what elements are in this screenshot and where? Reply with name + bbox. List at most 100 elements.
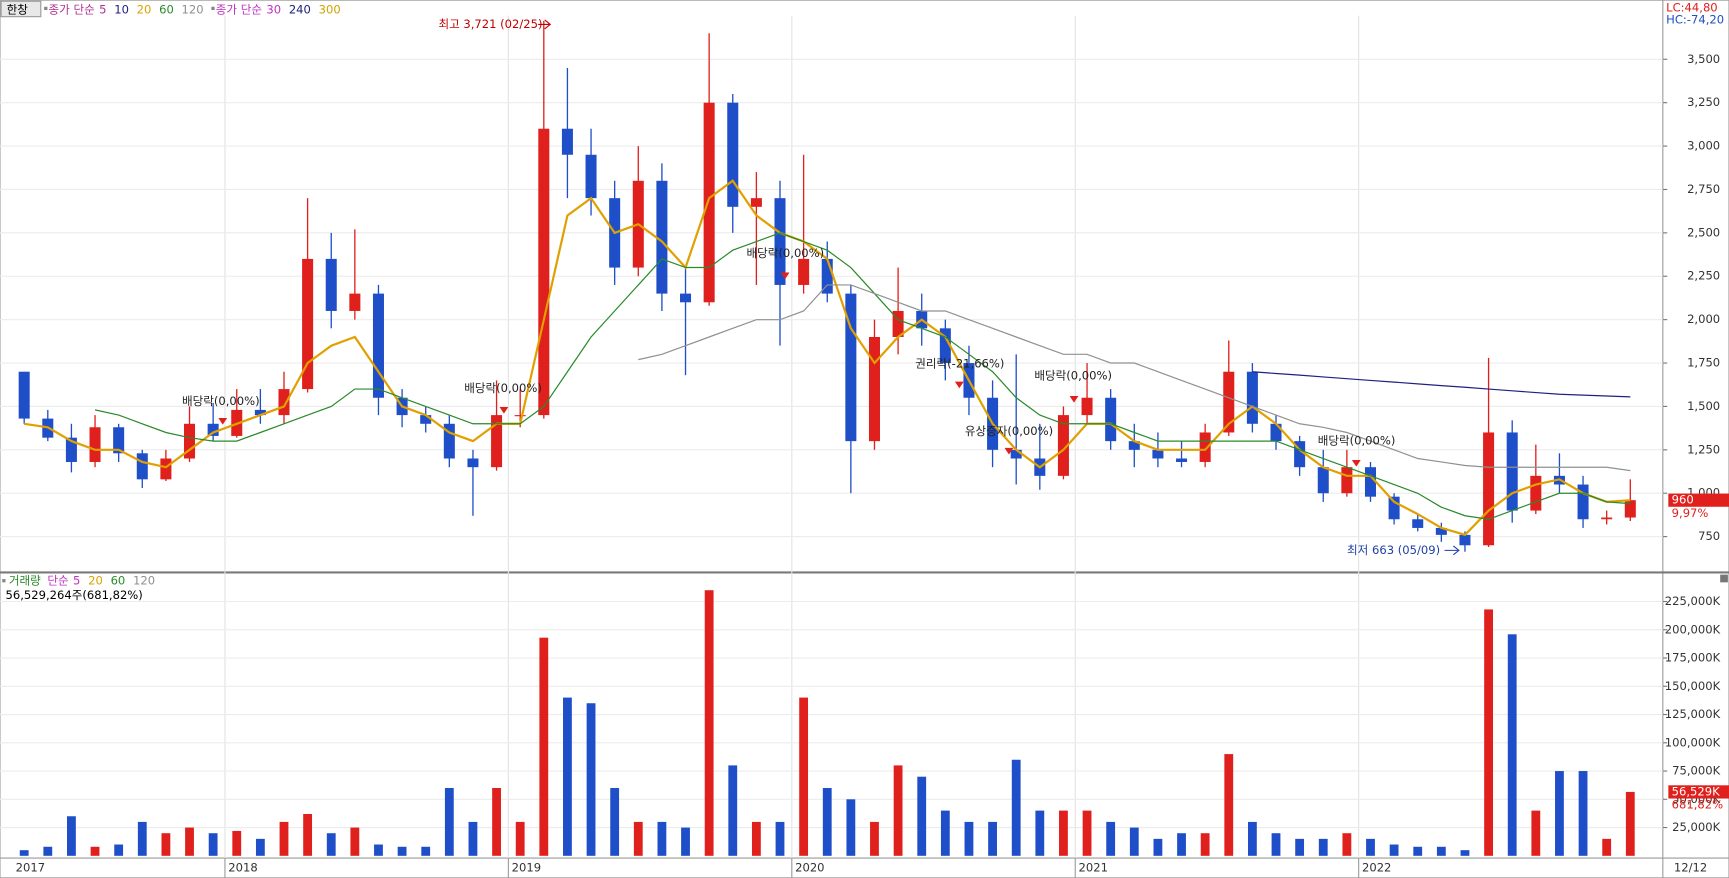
volume-bar: [917, 776, 927, 856]
legend-item: 5: [99, 3, 106, 17]
volume-bar: [822, 787, 832, 856]
last-volume: 56,529K: [1672, 784, 1720, 798]
volume-bar: [208, 833, 218, 856]
volume-bar: [1625, 791, 1635, 856]
volume-bar: [1011, 759, 1021, 856]
legend-item: 10: [114, 3, 129, 17]
candle-body: [160, 458, 172, 480]
legend-item: 20: [88, 574, 103, 588]
candle-body: [1624, 500, 1636, 518]
volume-bar: [350, 827, 360, 856]
candle-body: [1506, 432, 1518, 511]
volume-bar: [1153, 838, 1163, 856]
candle-body: [561, 128, 573, 155]
candle-body: [420, 415, 432, 424]
candle-body: [1128, 441, 1140, 450]
candle-body: [750, 198, 762, 207]
candle-body: [1412, 519, 1424, 528]
volume-bar: [751, 821, 761, 856]
candle-body: [538, 128, 550, 416]
lc-label: LC:44,80: [1666, 0, 1718, 14]
arrow: [538, 19, 552, 30]
volume-bar: [681, 827, 690, 856]
candle-body: [65, 437, 77, 462]
candle-body: [302, 258, 314, 390]
volume-info: 56,529,264주(681,82%): [6, 588, 143, 602]
volume-bar: [1389, 844, 1399, 856]
volume-bar: [870, 821, 879, 856]
volume-bar: [303, 813, 313, 856]
x-tick-label: 2019: [512, 860, 541, 874]
moving-average-line: [1252, 371, 1631, 398]
volume-bar: [846, 799, 856, 856]
panel-button[interactable]: [1720, 574, 1728, 583]
hc-label: HC:-74,20: [1666, 12, 1724, 26]
symbol-box: [0, 0, 42, 18]
volume-bar: [1460, 850, 1470, 856]
volume-bar: [279, 821, 289, 856]
volume-bar: [1247, 821, 1257, 856]
candle-body: [680, 293, 692, 303]
annotation: 권리락(-21,66%): [915, 357, 1004, 371]
candle-body: [1270, 423, 1282, 442]
candle-body: [821, 258, 833, 294]
candle-body: [1199, 432, 1211, 462]
volume-bar: [1082, 810, 1092, 856]
candle-body: [443, 423, 455, 459]
y-tick-label: 225,000K: [1665, 594, 1721, 608]
candle-body: [89, 427, 101, 462]
legend-item: 120: [133, 574, 155, 588]
y-tick-label: 125,000K: [1665, 707, 1721, 721]
candle-body: [774, 198, 786, 285]
legend-item: 20: [137, 3, 152, 17]
volume-bar: [492, 787, 501, 856]
legend-item: 5: [73, 574, 80, 588]
moving-average-line: [94, 232, 1631, 520]
volume-title: 거래량: [9, 574, 41, 588]
annotation: 배당락(0,00%): [182, 394, 260, 408]
y-tick-label: 1,500: [1687, 399, 1720, 413]
y-tick-label: 1,250: [1687, 442, 1720, 456]
volume-bar: [1555, 771, 1564, 856]
volume-bar: [1436, 846, 1446, 856]
volume-bar: [374, 844, 383, 856]
candle-body: [113, 427, 125, 454]
volume-bar: [515, 821, 525, 856]
x-tick-label: 2022: [1362, 860, 1391, 874]
legend-label: 종가 단순: [49, 3, 96, 17]
candle-body: [1105, 397, 1117, 442]
candle-body: [939, 328, 951, 364]
moving-average-line: [638, 284, 1631, 472]
event-marker: [218, 418, 228, 425]
volume-bar: [1578, 771, 1588, 856]
candle-body: [1294, 441, 1306, 468]
volume-bar: [1484, 609, 1493, 856]
volume-bar: [610, 787, 620, 856]
annotation: 최고 3,721 (02/25): [438, 17, 542, 31]
legend-item: 30: [266, 3, 281, 17]
last-price: 960: [1672, 493, 1694, 507]
volume-bar: [326, 833, 336, 856]
candle-body: [798, 258, 810, 285]
x-tick-label: 2021: [1079, 860, 1108, 874]
candle-body: [136, 453, 148, 480]
volume-change-label: 681,82%: [1672, 798, 1723, 812]
volume-bar: [255, 838, 265, 856]
legend-item: 300: [319, 3, 341, 17]
candle-body: [1601, 517, 1613, 520]
volume-bar: [19, 850, 29, 856]
candle-body: [491, 415, 503, 468]
volume-bar: [1531, 810, 1541, 856]
volume-bar: [1177, 833, 1186, 856]
candle-body: [514, 415, 526, 417]
volume-bar: [728, 765, 738, 856]
candle-body: [892, 310, 904, 338]
legend-item: 120: [182, 3, 204, 17]
volume-bar: [397, 846, 407, 856]
annotation: 최저 663 (05/09): [1347, 543, 1440, 557]
volume-bar: [1318, 838, 1328, 856]
candle-body: [325, 258, 337, 311]
volume-bar: [161, 833, 171, 856]
annotation: 배당락(0,00%): [1034, 369, 1112, 383]
